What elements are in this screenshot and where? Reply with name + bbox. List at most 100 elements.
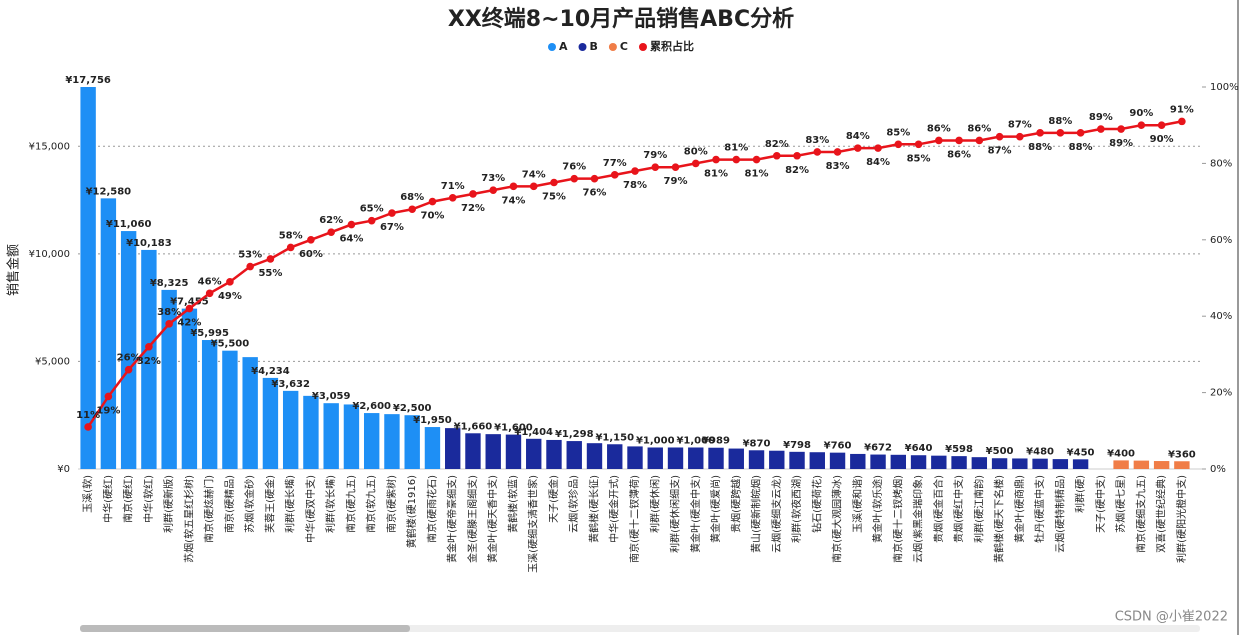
bar	[607, 444, 623, 469]
line-point	[347, 220, 356, 229]
x-tick-label: 南京(硬精品)	[223, 475, 236, 533]
x-tick-label: 利群(硬新版)	[162, 475, 175, 533]
x-tick-label: 南京(硬十二钗薄荷)	[628, 475, 641, 563]
bar	[424, 427, 441, 469]
bar	[343, 404, 360, 469]
x-tick-label: 利群(硬休闲细支)	[669, 475, 682, 553]
bar	[546, 439, 562, 469]
data-label: 79%	[664, 176, 688, 187]
x-tick-label: 利群(硬休闲)	[648, 475, 661, 533]
x-tick-label: 黄金叶(硬爱尚)	[709, 475, 722, 543]
data-label: 91%	[1170, 104, 1194, 115]
x-tick-label: 黄山(硬新制皖烟)	[750, 475, 763, 553]
x-tick-label: 黄金叶(软乐途)	[871, 475, 884, 543]
x-tick-label: 黄鹤楼(硬长征)	[587, 475, 600, 543]
line-point	[1097, 125, 1105, 133]
bar	[870, 454, 886, 469]
line-point	[266, 255, 275, 263]
y-tick-label: ¥15,000	[29, 141, 70, 152]
legend-label: 累积占比	[650, 39, 694, 53]
bar	[363, 413, 380, 469]
data-label: ¥760	[824, 441, 852, 452]
line-point	[590, 174, 599, 183]
data-label: ¥400	[1107, 448, 1135, 459]
y2-tick-label: 20%	[1210, 388, 1232, 399]
bar	[586, 443, 603, 469]
line-point	[84, 423, 92, 431]
data-label: 81%	[745, 169, 769, 180]
bar	[728, 448, 744, 469]
x-tick-label: 黄鹤楼(硬天下名楼)	[993, 475, 1006, 563]
line-point	[975, 136, 984, 145]
x-tick-label: 黄金叶(硬帝豪细支)	[446, 475, 459, 563]
data-label: 79%	[643, 150, 667, 161]
line-point	[145, 342, 153, 351]
data-label: 11%	[76, 410, 100, 421]
bar	[242, 357, 258, 469]
data-label: ¥450	[1067, 447, 1095, 458]
data-label: 71%	[441, 181, 465, 192]
x-tick-label: 南京(硬九五)	[344, 475, 357, 533]
x-tick-label: 苏烟(软五星红杉树)	[182, 475, 195, 563]
data-label: 70%	[420, 211, 444, 222]
scrollbar-thumb[interactable]	[80, 625, 410, 632]
line-point	[732, 155, 741, 164]
line-point	[671, 163, 680, 172]
bar	[141, 249, 157, 469]
line-point	[752, 155, 761, 164]
data-label: ¥1,000	[676, 435, 715, 446]
x-tick-label: 云烟(硬细支云龙)	[770, 475, 783, 553]
line-point	[388, 209, 396, 217]
y-tick-label: ¥5,000	[35, 356, 70, 367]
line-point	[691, 159, 700, 168]
data-label: ¥500	[986, 446, 1014, 457]
data-label: 78%	[623, 180, 647, 191]
data-label: ¥7,455	[170, 297, 209, 308]
x-tick-label: 钻石(硬荷花)	[810, 475, 823, 533]
data-label: ¥1,150	[595, 432, 634, 443]
bar	[181, 308, 198, 469]
bar	[1174, 461, 1190, 469]
data-label: ¥1,600	[494, 423, 533, 434]
data-label: 77%	[603, 158, 627, 169]
bar	[485, 434, 501, 469]
data-label: ¥870	[743, 438, 771, 449]
line-point	[813, 148, 822, 156]
line-point	[408, 205, 417, 214]
x-tick-label: 金圣(硬滕王阁细支)	[466, 475, 479, 563]
data-label: ¥8,325	[150, 278, 189, 289]
data-label: 84%	[866, 157, 890, 168]
data-label: 85%	[907, 153, 931, 164]
line-point	[529, 182, 538, 191]
data-label: ¥11,060	[106, 219, 152, 230]
data-label: 60%	[299, 249, 323, 260]
legend-label: C	[620, 40, 628, 53]
data-label: ¥1,404	[514, 427, 553, 438]
x-tick-label: 南京(硬炫赫门)	[203, 475, 216, 543]
x-tick-label: 天子(硬中支)	[1094, 475, 1107, 533]
data-label: 74%	[522, 169, 546, 180]
y-axis-title: 销售金额	[6, 244, 22, 296]
data-label: ¥12,580	[86, 186, 132, 197]
x-tick-label: 苏烟(软金砂)	[243, 475, 256, 533]
x-tick-label: 玉溪(硬和谐)	[852, 475, 864, 533]
data-label: ¥672	[864, 443, 892, 454]
data-label: 38%	[157, 307, 181, 318]
bar	[505, 434, 522, 469]
data-label: 82%	[765, 139, 789, 150]
bar	[890, 454, 907, 469]
x-tick-label: 天子(硬金)	[547, 475, 560, 523]
data-label: 46%	[198, 276, 222, 287]
legend-swatch	[638, 43, 647, 51]
line-point	[226, 278, 234, 286]
data-label: 76%	[562, 162, 586, 173]
bar	[1032, 458, 1048, 469]
bar	[627, 446, 643, 469]
data-label: ¥2,500	[393, 403, 432, 414]
bar	[667, 447, 684, 469]
x-tick-label: 南京(硬大观园薄冰)	[831, 475, 844, 563]
x-tick-label: 双喜(硬世纪经典)	[1155, 475, 1168, 553]
x-tick-label: 中华(硬红)	[101, 475, 114, 523]
data-label: ¥4,234	[251, 366, 290, 377]
